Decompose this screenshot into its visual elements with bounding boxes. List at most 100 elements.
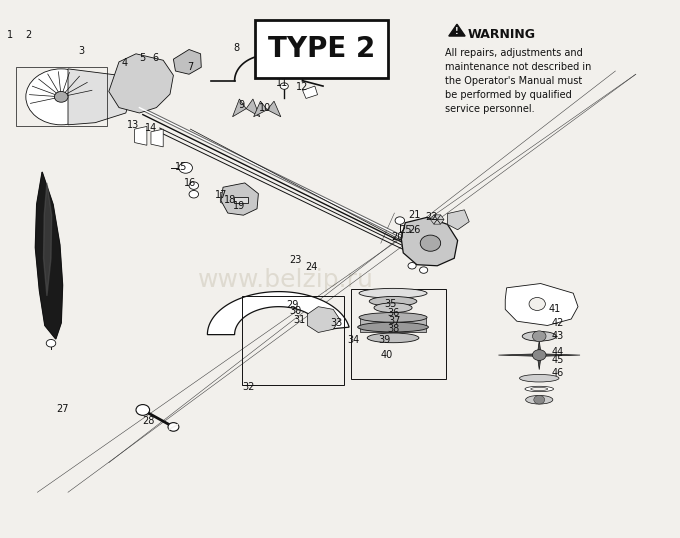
Circle shape [26,69,97,125]
Polygon shape [220,190,238,208]
Polygon shape [498,354,534,356]
Ellipse shape [520,374,559,382]
Text: 43: 43 [551,331,564,341]
Text: 7: 7 [187,62,194,72]
Text: 4: 4 [121,59,128,68]
Text: 29: 29 [286,300,299,309]
Circle shape [534,395,545,404]
Polygon shape [434,220,441,224]
Polygon shape [437,220,444,224]
Text: 32: 32 [242,383,254,392]
Text: 33: 33 [330,318,343,328]
Text: !: ! [455,27,459,36]
Polygon shape [449,24,465,36]
Text: 21: 21 [409,210,421,220]
Bar [234,197,248,203]
Circle shape [54,91,68,102]
Polygon shape [207,292,349,335]
Bar [242,296,344,385]
Text: 9: 9 [238,100,245,110]
Polygon shape [221,183,258,215]
Text: WARNING: WARNING [468,29,536,41]
Circle shape [408,263,416,269]
Circle shape [168,423,179,431]
Polygon shape [447,210,469,230]
Circle shape [529,298,545,310]
Text: 36: 36 [387,308,399,318]
Text: 19: 19 [233,201,245,210]
Circle shape [189,190,199,198]
Bar [16,67,107,126]
Text: www.belzip.ru: www.belzip.ru [198,268,373,292]
Ellipse shape [359,288,427,298]
Polygon shape [303,86,318,98]
Ellipse shape [367,333,419,343]
Ellipse shape [369,296,417,306]
Circle shape [136,405,150,415]
Text: 25: 25 [399,225,411,235]
Text: 8: 8 [233,44,240,53]
Polygon shape [68,69,133,125]
Polygon shape [307,307,340,332]
Text: 35: 35 [385,299,397,309]
Text: 16: 16 [184,178,197,188]
Circle shape [395,217,405,224]
Text: 45: 45 [551,356,564,365]
Text: 40: 40 [380,350,392,360]
Polygon shape [430,220,437,224]
Ellipse shape [358,322,428,332]
Text: 17: 17 [215,190,227,200]
Bar [351,289,446,379]
Polygon shape [173,49,201,74]
Circle shape [532,350,546,360]
Polygon shape [434,215,441,220]
Polygon shape [545,354,580,356]
Text: 38: 38 [387,324,399,334]
Text: 37: 37 [388,316,401,325]
Text: 6: 6 [152,53,158,63]
Polygon shape [254,101,267,117]
Text: 28: 28 [142,416,154,426]
Circle shape [420,267,428,273]
Text: 2: 2 [25,30,32,40]
Circle shape [280,83,288,89]
Polygon shape [233,99,246,117]
Polygon shape [35,172,63,339]
Text: 13: 13 [127,120,139,130]
Ellipse shape [526,395,553,404]
Text: 10: 10 [259,103,271,112]
Text: 15: 15 [175,162,187,172]
Polygon shape [505,284,578,325]
Circle shape [189,182,199,189]
Polygon shape [267,101,281,117]
Text: 20: 20 [391,232,403,242]
Text: 46: 46 [551,369,564,378]
Bar [360,317,426,332]
Text: 27: 27 [56,404,69,414]
Text: 23: 23 [290,255,302,265]
Circle shape [532,331,546,342]
Polygon shape [44,183,52,296]
Bar [255,20,388,78]
Ellipse shape [374,303,412,313]
Text: 24: 24 [305,262,318,272]
Ellipse shape [525,386,554,392]
Text: 12: 12 [296,82,309,92]
Text: 44: 44 [551,348,564,357]
Text: 34: 34 [347,335,360,345]
Text: 14: 14 [145,123,157,132]
Text: All repairs, adjustments and
maintenance not described in
the Operator's Manual : All repairs, adjustments and maintenance… [445,48,592,115]
Text: 26: 26 [409,225,421,235]
Text: 18: 18 [224,195,236,205]
Polygon shape [109,54,173,113]
Text: 39: 39 [378,335,390,345]
Text: 30: 30 [290,306,302,316]
Text: 22: 22 [425,213,437,222]
Polygon shape [538,359,541,370]
Text: 11: 11 [276,79,288,88]
Text: 3: 3 [78,46,85,56]
Ellipse shape [359,313,427,322]
Polygon shape [151,129,163,147]
Ellipse shape [522,331,556,341]
Text: 31: 31 [293,315,305,324]
